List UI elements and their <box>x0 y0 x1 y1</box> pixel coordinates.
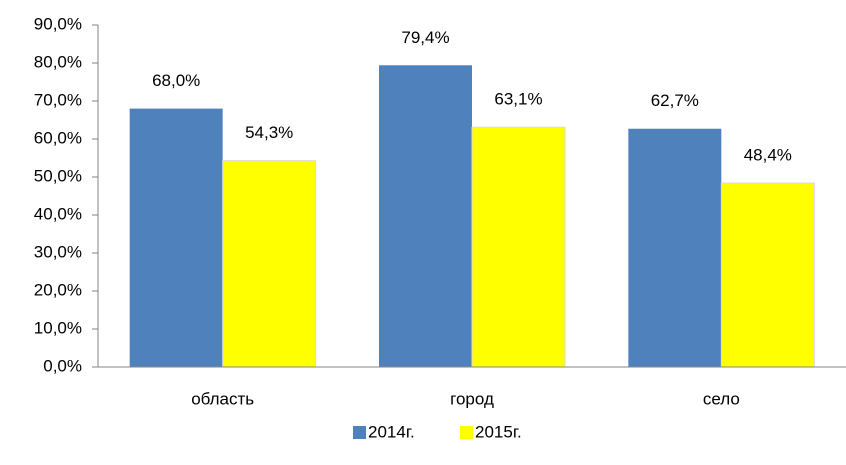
data-label: 62,7% <box>651 91 699 110</box>
y-tick-label: 90,0% <box>34 14 82 33</box>
bar <box>628 128 722 367</box>
data-label: 68,0% <box>152 71 200 90</box>
bar <box>471 126 566 368</box>
data-label: 63,1% <box>494 90 542 109</box>
legend-swatch <box>353 426 366 439</box>
bar <box>379 65 472 367</box>
data-label: 48,4% <box>744 146 792 165</box>
x-tick-label: город <box>450 389 494 408</box>
bar <box>222 160 317 368</box>
y-tick-label: 80,0% <box>34 52 82 71</box>
y-tick-label: 10,0% <box>34 318 82 337</box>
y-tick-label: 50,0% <box>34 166 82 185</box>
data-label: 54,3% <box>245 123 293 142</box>
y-tick-label: 30,0% <box>34 242 82 261</box>
y-tick-label: 0,0% <box>43 356 82 375</box>
data-label: 79,4% <box>401 28 449 47</box>
legend-label: 2014г. <box>368 422 415 441</box>
legend-label: 2015г. <box>475 422 522 441</box>
bar <box>720 182 815 368</box>
y-tick-label: 60,0% <box>34 128 82 147</box>
x-tick-label: область <box>191 389 254 408</box>
y-tick-label: 40,0% <box>34 204 82 223</box>
y-tick-label: 70,0% <box>34 90 82 109</box>
bar <box>129 108 223 367</box>
x-tick-label: село <box>703 389 740 408</box>
legend-swatch <box>460 426 473 439</box>
y-tick-label: 20,0% <box>34 280 82 299</box>
